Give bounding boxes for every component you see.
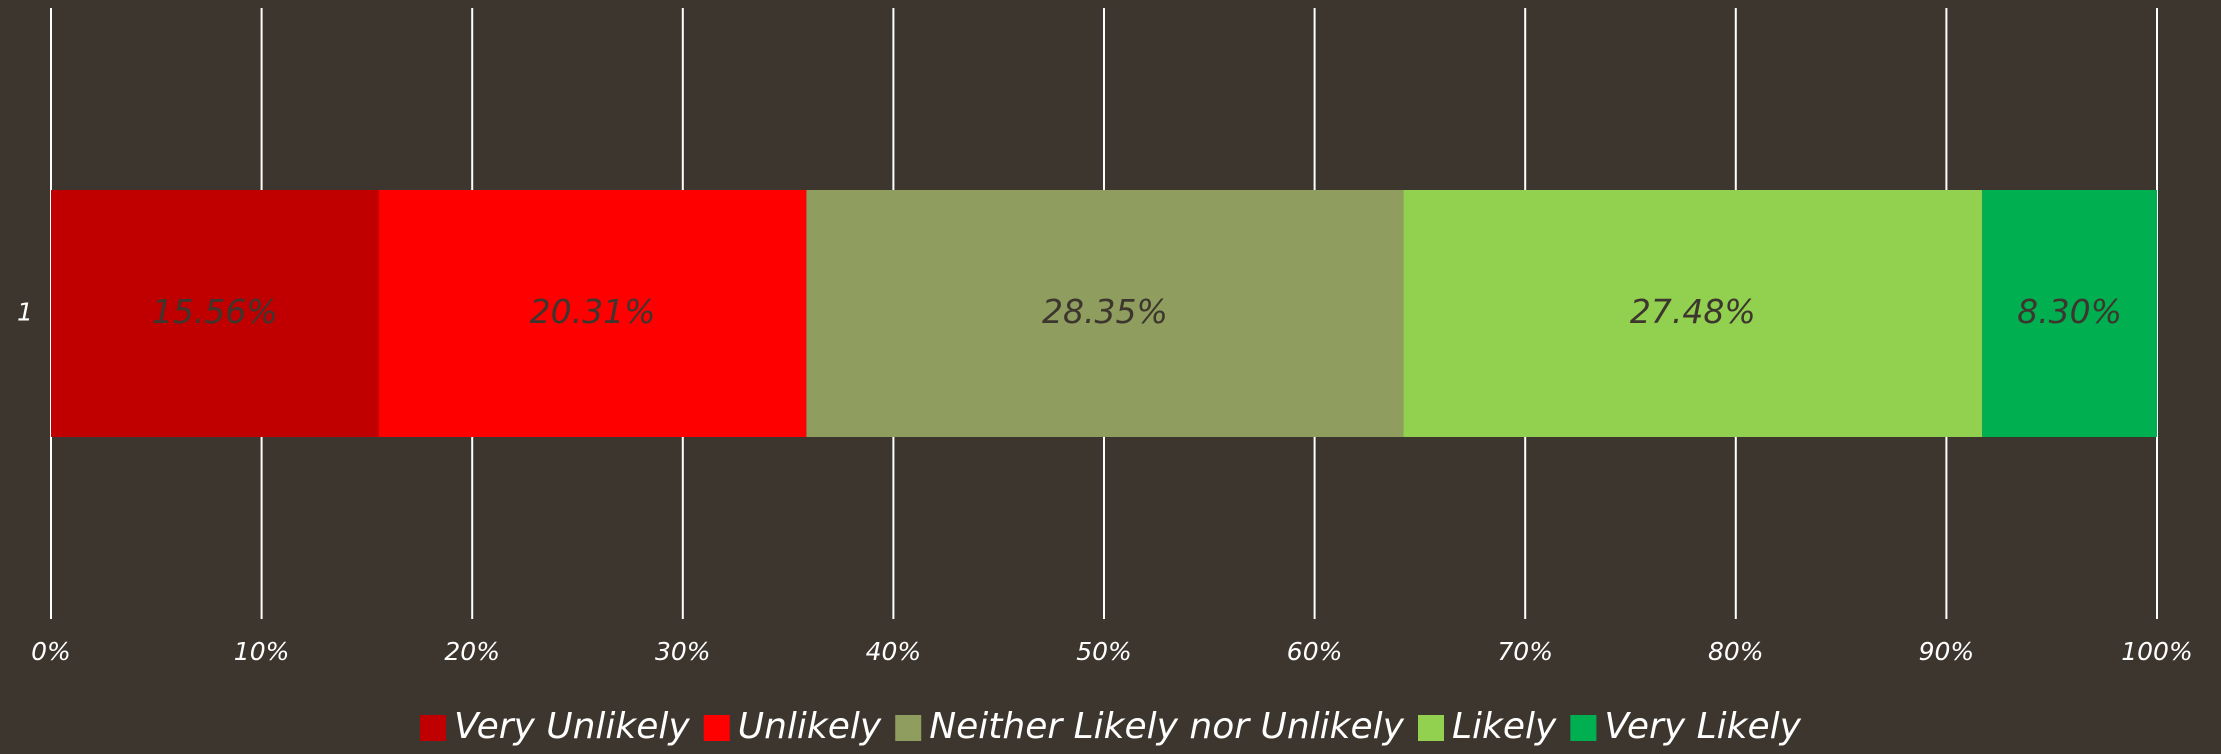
x-tick-label: 60% (1287, 637, 1343, 666)
legend-label: Very Unlikely (454, 706, 690, 747)
value-label: 8.30% (2017, 292, 2122, 331)
legend-swatch (1418, 715, 1444, 741)
x-tick-label: 80% (1708, 637, 1764, 666)
value-label: 27.48% (1630, 292, 1756, 331)
bar-segment (378, 190, 807, 437)
legend-swatch (895, 715, 922, 741)
bar-segment (51, 190, 379, 437)
legend-swatch (1570, 715, 1597, 741)
legend-swatch (703, 715, 730, 741)
x-tick-label: 50% (1076, 637, 1132, 666)
value-label: 20.31% (530, 292, 656, 331)
x-tick-label: 90% (1919, 637, 1975, 666)
bar-segment (1982, 190, 2157, 437)
x-tick-label: 0% (31, 637, 71, 666)
legend-swatch (420, 715, 447, 741)
x-tick-label: 40% (866, 637, 922, 666)
bar-segment (1403, 190, 1983, 437)
x-tick-label: 100% (2121, 637, 2192, 666)
x-tick-label: 70% (1497, 637, 1553, 666)
value-label: 28.35% (1042, 292, 1168, 331)
y-tick-label: 1 (17, 298, 33, 327)
x-tick-label: 10% (234, 637, 290, 666)
legend-label: Unlikely (738, 706, 882, 747)
x-tick-label: 20% (444, 637, 500, 666)
legend-label: Very Likely (1604, 706, 1801, 747)
bar-segment (806, 190, 1404, 437)
x-tick-label: 30% (655, 637, 711, 666)
legend-label: Likely (1452, 706, 1557, 747)
value-label: 15.56% (152, 292, 278, 331)
legend-label: Neither Likely nor Unlikely (929, 706, 1404, 747)
